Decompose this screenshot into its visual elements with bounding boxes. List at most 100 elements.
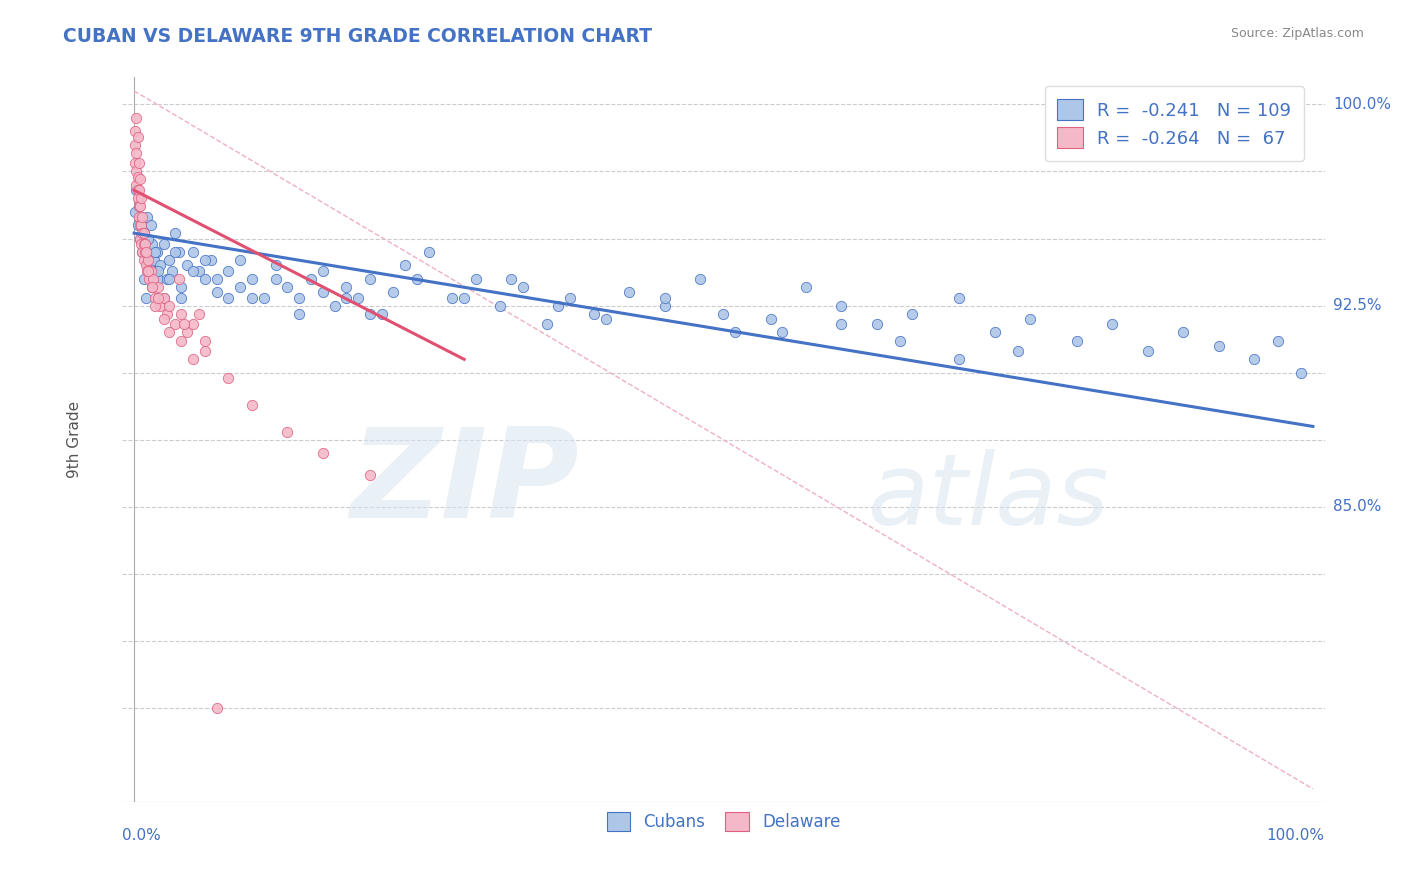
Point [125,164,148,178]
Text: Source: ZipAtlas.com: Source: ZipAtlas.com [1230,27,1364,40]
Point [125,178,148,192]
Point [240,398,263,412]
Point [124,137,146,152]
Point [125,111,148,125]
Point [453,291,475,305]
Point [830,299,852,313]
Point [134,236,156,251]
Point [288,307,311,321]
Point [240,291,263,305]
Point [160,264,183,278]
Point [127,183,149,197]
Legend: Cubans, Delaware: Cubans, Delaware [600,805,846,838]
Point [132,236,155,251]
Point [136,252,159,267]
Point [135,247,157,261]
Point [205,701,228,715]
Point [139,218,162,232]
Text: 85.0%: 85.0% [1333,500,1381,515]
Point [167,272,190,286]
Point [512,280,534,294]
Point [146,280,169,294]
Point [136,231,159,245]
Point [335,291,357,305]
Point [1007,344,1029,359]
Point [205,272,228,286]
Point [187,264,209,278]
Point [141,280,163,294]
Point [194,252,217,267]
Point [983,326,1005,340]
Point [152,236,174,251]
Point [253,291,276,305]
Point [129,210,152,224]
Point [170,291,193,305]
Point [128,210,150,224]
Point [1173,326,1195,340]
Point [181,352,204,367]
Point [165,226,187,240]
Point [1243,352,1265,367]
Point [136,264,159,278]
Point [205,285,228,300]
Point [173,318,195,332]
Point [866,318,889,332]
Point [194,272,217,286]
Point [152,291,174,305]
Point [264,258,287,272]
Point [229,252,252,267]
Point [127,169,149,184]
Point [129,191,152,205]
Point [200,252,222,267]
Point [149,299,172,313]
Point [129,172,152,186]
Point [1208,339,1230,353]
Point [689,272,711,286]
Point [136,264,159,278]
Point [131,210,153,224]
Point [724,326,747,340]
Point [240,272,263,286]
Point [347,291,370,305]
Text: 100.0%: 100.0% [1333,97,1391,112]
Point [560,291,582,305]
Point [135,244,157,259]
Point [134,236,156,251]
Point [165,318,187,332]
Point [181,244,204,259]
Point [948,352,970,367]
Point [323,299,346,313]
Point [194,344,217,359]
Point [830,318,852,332]
Point [488,299,510,313]
Point [135,258,157,272]
Point [948,291,970,305]
Point [146,272,169,286]
Point [143,299,166,313]
Point [312,285,335,300]
Point [359,307,381,321]
Point [142,272,165,286]
Point [136,210,159,224]
Point [501,272,523,286]
Point [143,244,166,259]
Point [901,307,924,321]
Point [176,258,198,272]
Point [132,226,155,240]
Text: atlas: atlas [868,450,1109,546]
Point [465,272,488,286]
Point [288,291,311,305]
Point [131,226,153,240]
Point [135,291,157,305]
Point [654,291,676,305]
Point [129,218,152,232]
Point [382,285,405,300]
Point [138,272,160,286]
Point [441,291,464,305]
Point [547,299,569,313]
Point [276,280,298,294]
Point [129,236,152,251]
Point [127,129,149,144]
Text: 100.0%: 100.0% [1267,828,1324,843]
Point [131,244,153,259]
